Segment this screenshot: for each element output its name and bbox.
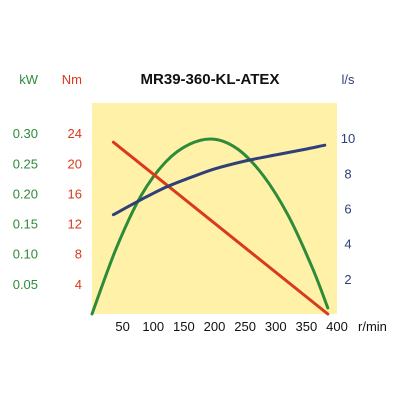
ls-tick-label: 10 [341,131,355,146]
x-tick-label: 200 [204,319,226,334]
kw-tick-label: 0.20 [13,186,38,201]
kw-tick-label: 0.10 [13,247,38,262]
nm-axis: Nm 4 8 12 16 20 24 [62,72,82,292]
ls-tick-label: 4 [344,237,351,252]
nm-tick-label: 8 [75,247,82,262]
ls-axis: l/s 2 4 6 8 10 [341,72,355,287]
kw-series-line [90,137,330,316]
nm-tick-label: 4 [75,277,82,292]
x-tick-label: 400 [326,319,348,334]
nm-tick-label: 20 [68,156,82,171]
ls-tick-label: 6 [344,202,351,217]
kw-unit-label: kW [19,72,39,87]
plot-area [92,103,337,314]
kw-tick-label: 0.25 [13,156,38,171]
ls-unit-label: l/s [342,72,356,87]
nm-tick-label: 24 [68,126,82,141]
kw-tick-label: 0.30 [13,126,38,141]
ls-tick-label: 8 [344,166,351,181]
x-tick-label: 350 [296,319,318,334]
nm-tick-label: 16 [68,186,82,201]
nm-unit-label: Nm [62,72,82,87]
x-tick-label: 250 [234,319,256,334]
x-unit-label: r/min [358,319,387,334]
x-axis: 50 100 150 200 250 300 350 400 r/min [115,319,387,334]
chart-title: MR39-360-KL-ATEX [141,71,280,88]
kw-tick-label: 0.05 [13,277,38,292]
kw-tick-label: 0.15 [13,217,38,232]
x-tick-label: 300 [265,319,287,334]
nm-tick-label: 12 [68,217,82,232]
ls-tick-label: 2 [344,272,351,287]
x-tick-label: 150 [173,319,195,334]
kw-axis: kW 0.05 0.10 0.15 0.20 0.25 0.30 [13,72,39,292]
x-tick-label: 50 [115,319,129,334]
ls-series-line [111,143,327,217]
x-tick-label: 100 [142,319,164,334]
nm-series-line [111,140,330,316]
series-layer [90,137,330,316]
